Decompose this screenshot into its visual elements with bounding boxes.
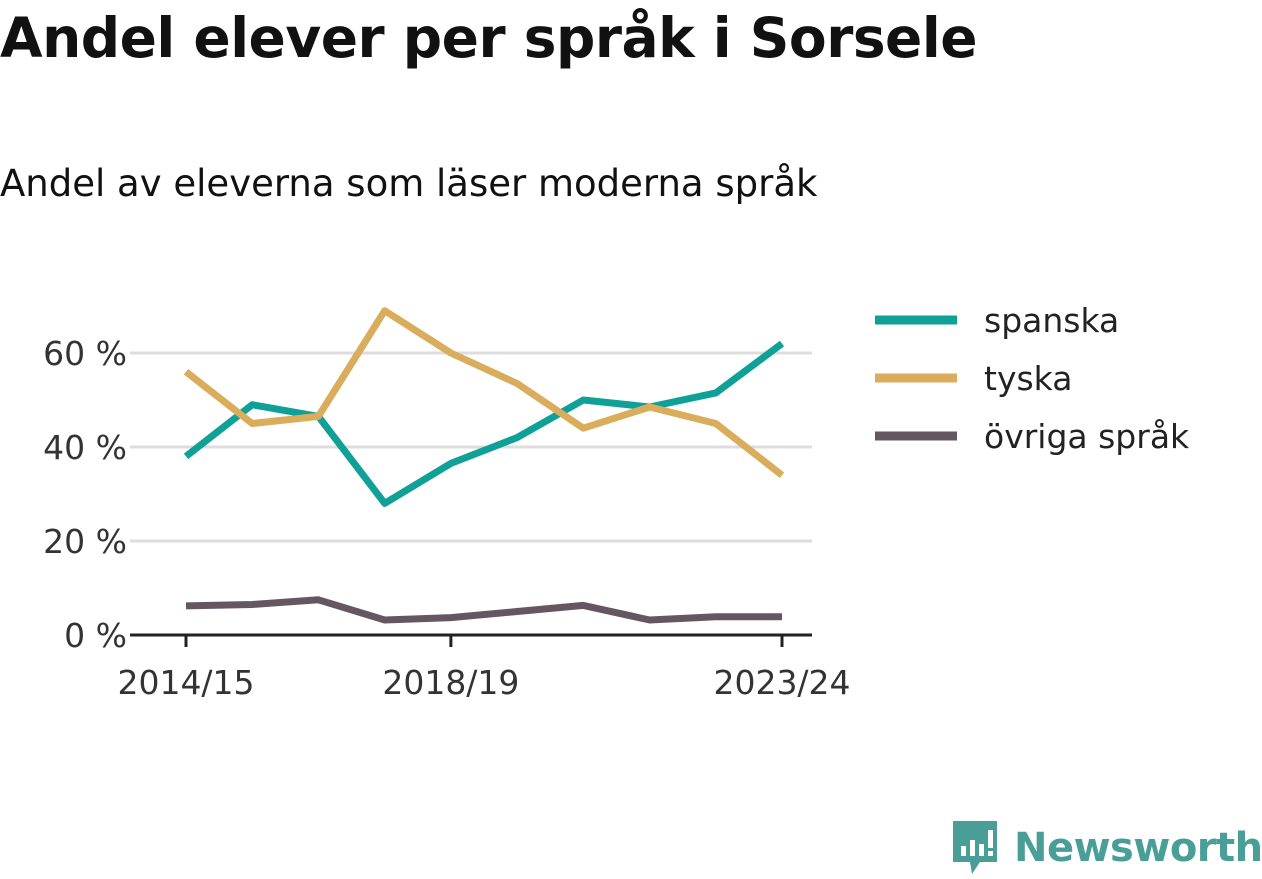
chart-title: Andel elever per språk i Sorsele <box>0 6 978 70</box>
brand-name: Newsworthy <box>1014 825 1262 871</box>
gridlines <box>130 351 812 543</box>
y-tick-label: 40 % <box>43 428 127 467</box>
legend-label: tyska <box>984 359 1072 398</box>
series-line <box>183 340 785 507</box>
legend-label: övriga språk <box>984 417 1190 456</box>
brand-logo: Newsworthy <box>950 818 1262 878</box>
series-line <box>185 596 782 624</box>
y-tick-label: 20 % <box>43 522 127 561</box>
x-tick-label: 2018/19 <box>382 663 519 702</box>
newsworthy-logo-icon <box>953 821 997 874</box>
series-lines <box>183 307 785 624</box>
legend: spanska tyska övriga språk <box>875 301 1190 456</box>
line-chart: 0 % 20 % 40 % 60 % 2014/15 2018/19 2023/24 sp… <box>43 301 1190 702</box>
x-tick-label: 2014/15 <box>117 663 254 702</box>
chart-subtitle: Andel av eleverna som läser moderna språ… <box>0 162 818 205</box>
series-line <box>183 307 785 478</box>
legend-label: spanska <box>984 301 1119 340</box>
y-axis-tick-labels: 0 % 20 % 40 % 60 % <box>43 334 127 655</box>
y-tick-label: 0 % <box>64 616 127 655</box>
y-tick-label: 60 % <box>43 334 127 373</box>
x-axis: 2014/15 2018/19 2023/24 <box>117 633 851 702</box>
x-tick-label: 2023/24 <box>713 663 850 702</box>
